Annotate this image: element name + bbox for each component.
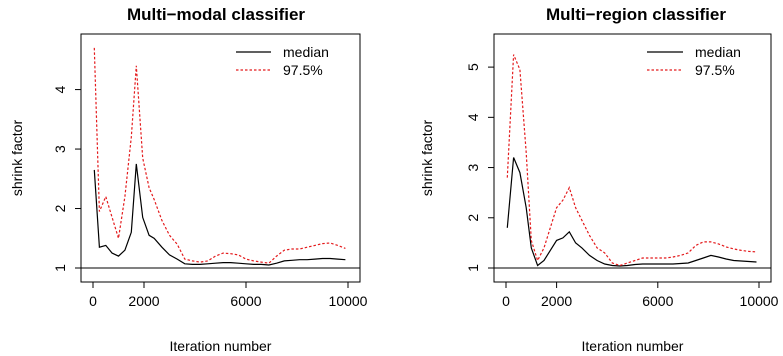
- y-tick-label: 4: [52, 85, 68, 93]
- y-tick-label: 1: [52, 264, 68, 272]
- y-tick-label: 3: [465, 163, 481, 171]
- x-tick-label: 0: [89, 293, 97, 309]
- x-tick-label: 6000: [230, 293, 261, 309]
- x-tick-label: 6000: [642, 293, 673, 309]
- y-tick-label: 5: [465, 63, 481, 71]
- y-tick-label: 2: [465, 214, 481, 222]
- x-tick-label: 2000: [128, 293, 159, 309]
- y-axis-label: shrink factor: [9, 120, 25, 197]
- series-line-median: [506, 157, 757, 267]
- panel-multi-modal: Multi−modal classifier 0 2000 6000 10000 1 2 3 4…: [9, 5, 368, 354]
- x-tick-label: 2000: [541, 293, 572, 309]
- panel-multi-region: Multi−region classifier 0 2000 6000 10000 1 2 3…: [419, 5, 779, 354]
- x-axis-label: Iteration number: [170, 338, 272, 354]
- y-axis-label: shrink factor: [419, 120, 435, 197]
- x-tick-label: 10000: [740, 293, 779, 309]
- y-tick-label: 4: [465, 113, 481, 121]
- legend-label: 97.5%: [283, 62, 323, 78]
- plot-frame: [80, 33, 361, 283]
- y-tick-label: 1: [465, 264, 481, 272]
- legend-label: median: [695, 44, 741, 60]
- y-tick-label: 2: [52, 204, 68, 212]
- y-tick-label: 3: [52, 145, 68, 153]
- x-axis-label: Iteration number: [582, 338, 684, 354]
- legend-label: median: [283, 44, 329, 60]
- x-tick-label: 10000: [329, 293, 368, 309]
- legend-label: 97.5%: [695, 62, 735, 78]
- series-line-97-5: [506, 54, 757, 267]
- series-line-97-5: [93, 47, 346, 264]
- plot-frame: [493, 33, 772, 283]
- chart-title: Multi−modal classifier: [127, 5, 305, 24]
- chart-title: Multi−region classifier: [546, 5, 726, 24]
- series-line-median: [93, 163, 346, 266]
- x-tick-label: 0: [502, 293, 510, 309]
